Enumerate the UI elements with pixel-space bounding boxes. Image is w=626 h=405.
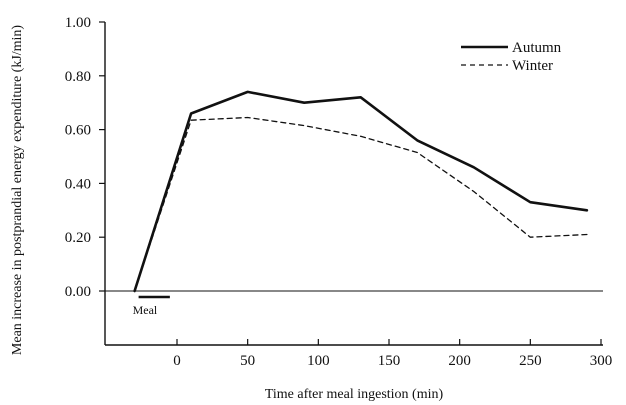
legend-label-autumn: Autumn bbox=[512, 40, 562, 56]
legend-label-winter: Winter bbox=[512, 58, 553, 74]
y-axis-title: Mean increase in postprandial energy exp… bbox=[10, 25, 25, 356]
y-tick-label: 1.00 bbox=[65, 15, 91, 31]
y-tick-label: 0.00 bbox=[65, 284, 91, 300]
axes: 0.00 0.20 0.40 0.60 0.80 1.00 0 50 100 150 200 250 3… bbox=[65, 15, 613, 369]
y-tick-label: 0.80 bbox=[65, 69, 91, 85]
x-tick-label: 100 bbox=[307, 353, 330, 369]
x-tick-label: 50 bbox=[240, 353, 255, 369]
plot-area bbox=[133, 90, 589, 293]
y-tick-label: 0.60 bbox=[65, 123, 91, 139]
x-tick-label: 300 bbox=[590, 353, 613, 369]
x-tick-label: 200 bbox=[448, 353, 471, 369]
y-tick-label: 0.20 bbox=[65, 230, 91, 246]
legend: Autumn Winter bbox=[461, 40, 562, 74]
x-axis-title: Time after meal ingestion (min) bbox=[265, 387, 444, 402]
annotations: Meal bbox=[133, 295, 170, 317]
series-line-autumn bbox=[133, 90, 589, 293]
series-line-winter bbox=[133, 116, 588, 292]
x-tick-label: 250 bbox=[519, 353, 542, 369]
meal-label: Meal bbox=[133, 303, 158, 317]
x-tick-label: 0 bbox=[173, 353, 181, 369]
y-tick-label: 0.40 bbox=[65, 176, 91, 192]
x-tick-label: 150 bbox=[378, 353, 401, 369]
